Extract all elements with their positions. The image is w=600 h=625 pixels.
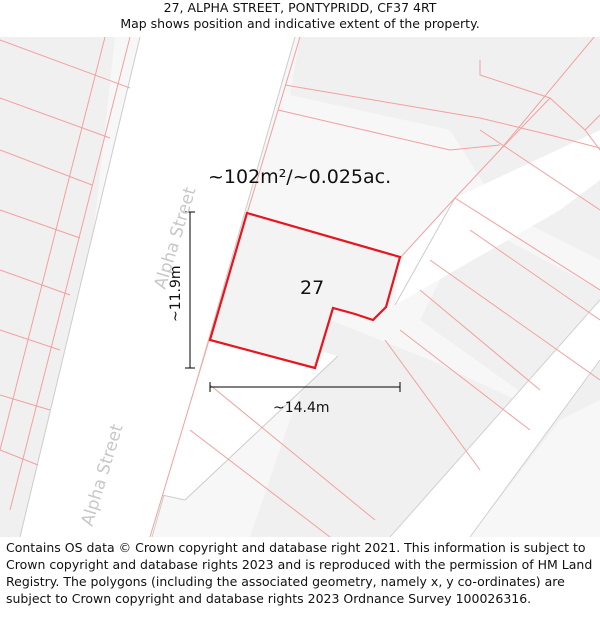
dimension-lines bbox=[185, 211, 401, 392]
road-edge-west bbox=[19, 37, 141, 537]
width-dimension-label: ~14.4m bbox=[273, 400, 330, 416]
alpha-street-road bbox=[20, 37, 295, 537]
height-dimension-label: ~11.9m bbox=[168, 265, 184, 322]
front-yard bbox=[162, 322, 338, 500]
map-canvas: Alpha Street Alpha Street ~102m²/~0.025a… bbox=[0, 37, 600, 537]
map-view[interactable]: Alpha Street Alpha Street ~102m²/~0.025a… bbox=[0, 37, 600, 537]
plot-number: 27 bbox=[300, 277, 324, 299]
map-description: Map shows position and indicative extent… bbox=[120, 16, 480, 31]
parcel-boundaries bbox=[0, 37, 600, 537]
map-header: 27, ALPHA STREET, PONTYPRIDD, CF37 4RT M… bbox=[0, 0, 600, 37]
rear-yard bbox=[395, 130, 600, 305]
property-address: 27, ALPHA STREET, PONTYPRIDD, CF37 4RT bbox=[163, 0, 437, 15]
area-label: ~102m²/~0.025ac. bbox=[208, 166, 391, 188]
property-boundary[interactable] bbox=[208, 211, 402, 370]
copyright-notice: Contains OS data © Crown copyright and d… bbox=[6, 540, 593, 606]
